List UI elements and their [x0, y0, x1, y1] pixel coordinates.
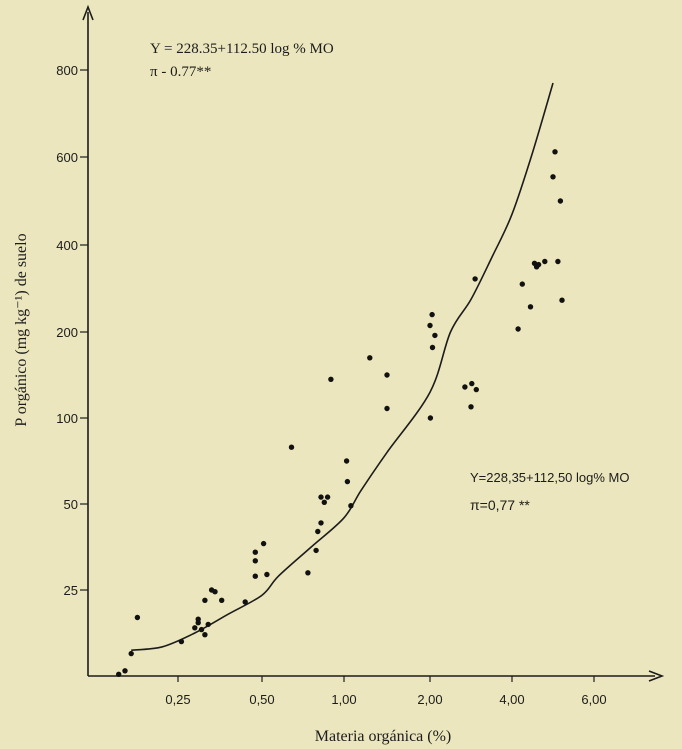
data-point [542, 258, 548, 265]
data-point [260, 540, 267, 547]
data-point [515, 326, 521, 332]
data-point [429, 311, 435, 318]
y-tick-label: 600 [56, 150, 78, 165]
data-point [202, 597, 208, 603]
data-point [305, 570, 311, 576]
data-point [318, 494, 324, 500]
data-point [473, 386, 479, 393]
data-point [429, 344, 436, 351]
data-point [384, 372, 390, 378]
data-point [212, 589, 218, 595]
data-point [384, 405, 390, 412]
data-point [367, 355, 373, 361]
data-point [557, 198, 564, 204]
data-point [552, 149, 558, 155]
data-point [313, 547, 319, 554]
data-point [122, 668, 128, 674]
axes [82, 4, 665, 682]
data-point [192, 625, 198, 631]
y-axis-label: P orgánico (mg kg⁻¹) de suelo [13, 233, 30, 426]
data-point [427, 415, 434, 421]
data-point [288, 444, 295, 450]
x-tick-label: 6,00 [581, 692, 606, 707]
data-point [195, 616, 201, 622]
data-point [348, 503, 354, 509]
data-point [318, 520, 324, 526]
y-tick-label: 100 [56, 411, 78, 426]
data-point [198, 626, 205, 633]
data-point [432, 332, 438, 339]
curve-layer [131, 82, 554, 651]
data-point [242, 599, 248, 605]
data-point [134, 614, 141, 621]
data-point [202, 632, 208, 638]
data-point [472, 276, 478, 282]
regression-curve [131, 82, 554, 651]
data-point [324, 494, 331, 500]
data-point [519, 281, 525, 287]
y-tick-label: 800 [56, 63, 78, 78]
x-axis-label: Materia orgánica (%) [315, 728, 452, 745]
data-point [469, 380, 475, 387]
data-point [205, 621, 211, 628]
data-point [535, 261, 542, 268]
data-point [315, 528, 321, 535]
data-point [468, 404, 474, 410]
x-tick-label: 0,50 [249, 692, 274, 707]
data-point [264, 571, 270, 578]
data-point [116, 671, 122, 677]
data-point [527, 304, 534, 310]
ticks: 0,25 0,50 1,00 2,00 4,00 6,00 25 50 100 200 400 600… [56, 63, 606, 707]
data-point [328, 376, 334, 382]
x-tick-label: 1,00 [331, 692, 356, 707]
data-point [128, 650, 134, 657]
x-tick-label: 2,00 [417, 692, 442, 707]
data-point [178, 638, 185, 645]
data-point [550, 174, 556, 180]
right-statistic: π=0,77 ** [470, 497, 530, 513]
data-point [344, 478, 351, 485]
data-point [219, 597, 225, 603]
data-point [555, 258, 561, 265]
x-tick-label: 0,25 [165, 692, 190, 707]
data-point [252, 549, 258, 555]
y-tick-label: 50 [64, 497, 78, 512]
data-point [321, 499, 327, 505]
top-equation: Y = 228.35+112.50 log % MO [150, 41, 334, 57]
y-axis-arrow [82, 4, 94, 21]
data-point [427, 322, 433, 329]
right-equation: Y=228,35+112,50 log% MO [470, 470, 630, 485]
x-tick-label: 4,00 [499, 692, 524, 707]
data-point [252, 573, 258, 579]
x-axis-arrow [648, 670, 665, 682]
y-tick-label: 200 [56, 325, 78, 340]
points-layer [116, 149, 565, 677]
data-point [343, 458, 350, 464]
data-point [462, 384, 468, 390]
data-point [252, 558, 258, 564]
y-tick-label: 25 [64, 583, 78, 598]
data-point [559, 297, 565, 303]
top-statistic: π - 0.77** [150, 64, 211, 80]
y-tick-label: 400 [56, 238, 78, 253]
